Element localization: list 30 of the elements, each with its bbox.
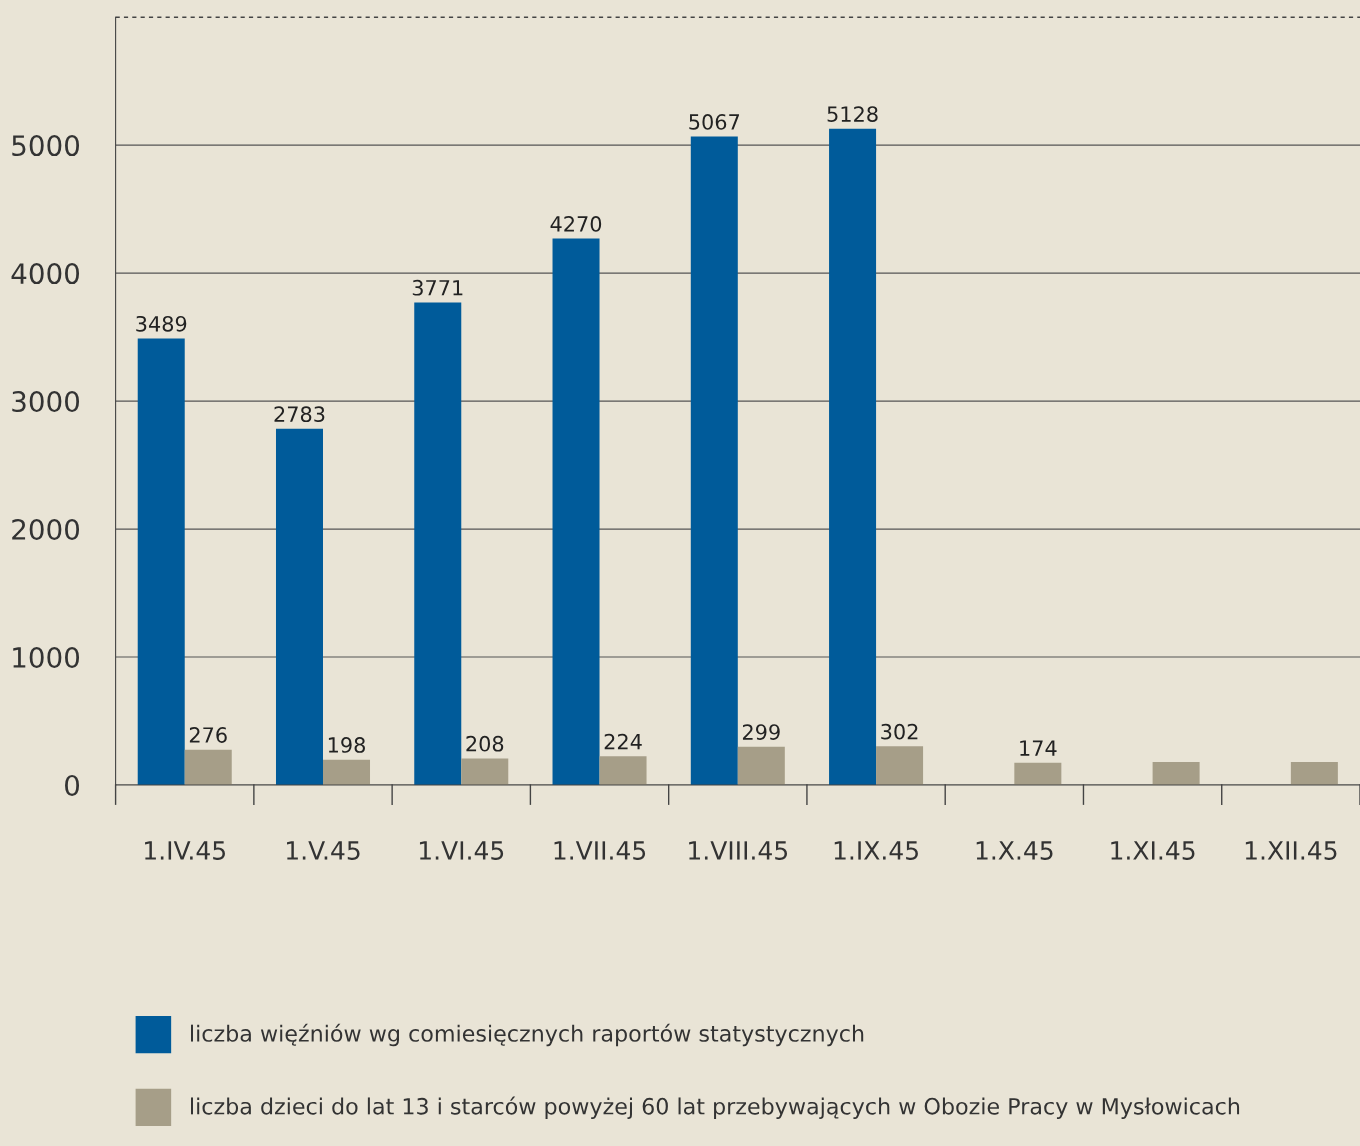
- x-tick-label: 1.V.45: [287, 841, 360, 860]
- text: 2783: [274, 406, 325, 423]
- x-tick-label: 1.XII.45: [1245, 841, 1337, 860]
- text: 198: [328, 737, 365, 753]
- x-tick-label: 1.VI.45: [419, 841, 504, 860]
- legend-label: liczba więźniów wg comiesięcznych raportów statystycznych: [191, 1023, 864, 1047]
- y-tick-label: 3000: [12, 391, 80, 413]
- text: 3771: [412, 279, 463, 296]
- text: 5067: [689, 114, 740, 130]
- text: 276: [189, 727, 227, 743]
- text: 208: [466, 735, 504, 752]
- y-tick-label: 1000: [13, 646, 80, 668]
- text: 299: [742, 724, 780, 740]
- x-tick-label: 1.X.45: [976, 841, 1053, 860]
- x-tick-label: 1.XI.45: [1111, 841, 1195, 860]
- legend-label: liczba dzieci do lat 13 i starców powyżej 60 lat przebywających w Obozie Pracy w Mysłowicach: [191, 1096, 1240, 1119]
- x-tick-label: 1.VIII.45: [689, 841, 788, 860]
- text: 224: [604, 733, 642, 750]
- x-tick-label: 1.IX.45: [834, 841, 918, 860]
- text: 5128: [827, 106, 878, 122]
- y-tick-label: 5000: [12, 135, 80, 157]
- y-tick-label: 4000: [11, 263, 80, 285]
- text: 302: [881, 723, 918, 740]
- text: 174: [1020, 740, 1057, 756]
- x-tick-label: 1.VII.45: [554, 841, 646, 860]
- y-tick-label: 2000: [12, 519, 80, 541]
- y-tick-label: 0: [65, 774, 80, 796]
- text: 4270: [550, 216, 602, 232]
- text: 3489: [136, 315, 187, 332]
- x-tick-label: 1.IV.45: [145, 841, 225, 860]
